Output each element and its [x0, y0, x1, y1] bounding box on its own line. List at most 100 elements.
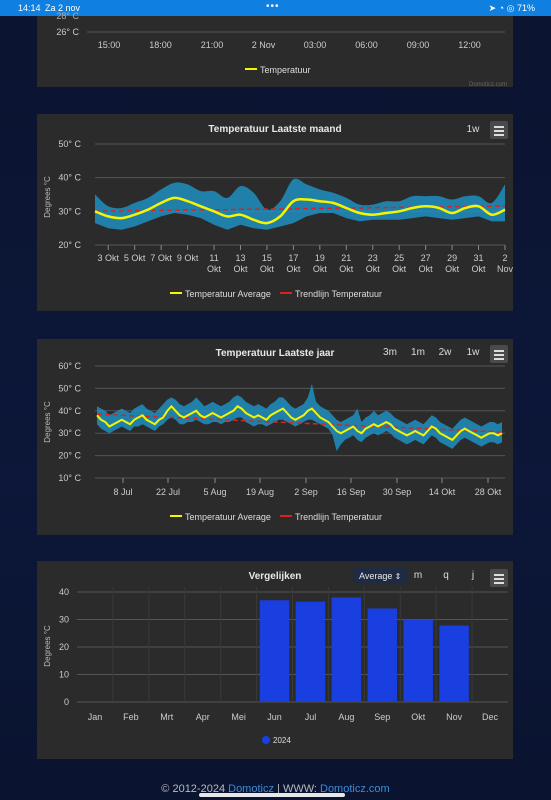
x-tick-label: 11: [209, 253, 218, 263]
legend-swatch-2024: [262, 736, 270, 744]
multitask-dots[interactable]: •••: [266, 1, 280, 12]
x-tick-label: Okt: [207, 264, 222, 274]
aggregate-select[interactable]: [353, 568, 407, 583]
x-tick-label: 17: [288, 253, 298, 263]
hamburger-menu-icon[interactable]: [490, 345, 508, 363]
x-tick-label: 23: [368, 253, 378, 263]
x-tick-label: Sep: [374, 712, 390, 722]
range-button-j[interactable]: j: [471, 570, 474, 581]
range-button-1m[interactable]: 1m: [411, 347, 425, 358]
x-tick-label: Okt: [233, 264, 248, 274]
footer-brand[interactable]: Domoticz: [228, 783, 274, 795]
aggregate-select-value[interactable]: Average: [359, 571, 392, 581]
y-tick-label: 20° C: [58, 451, 81, 461]
y-tick-label: 30° C: [58, 206, 81, 216]
range-button-3m[interactable]: 3m: [383, 347, 397, 358]
legend-trend[interactable]: Trendlijn Temperatuur: [295, 289, 382, 299]
year-chart: Temperatuur Laatste jaar 3m 1m 2w 1w Degree…: [43, 347, 505, 522]
x-tick-label: Okt: [419, 264, 434, 274]
y-axis-label: Degrees °C: [43, 401, 52, 443]
x-tick-label: 27: [421, 253, 431, 263]
page-footer: © 2012-2024 Domoticz | WWW: Domoticz.com: [0, 783, 551, 795]
x-tick-label: Feb: [123, 712, 139, 722]
range-button-1w[interactable]: 1w: [467, 347, 481, 358]
x-tick-label: 18:00: [149, 40, 172, 50]
y-tick-label: 40° C: [58, 406, 81, 416]
chart-title: Vergelijken: [249, 571, 302, 582]
footer-link[interactable]: Domoticz.com: [320, 783, 390, 795]
x-tick-label: 21: [341, 253, 351, 263]
y-tick-label: 40° C: [58, 173, 81, 183]
x-tick-label: 28 Okt: [475, 487, 502, 497]
bar-jul: [295, 601, 326, 702]
x-tick-label: Jul: [305, 712, 317, 722]
y-axis-label: Degrees °C: [43, 176, 52, 218]
day-chart-panel: 28° C 26° C 15:00 18:00 21:00 2 Nov 03:00 06:…: [37, 11, 513, 88]
range-button-m[interactable]: m: [414, 570, 422, 581]
x-tick-label: 19 Aug: [246, 487, 274, 497]
compare-chart: Vergelijken Average ⇕ m q j Degrees °C 40 3…: [43, 568, 508, 745]
x-tick-label: 06:00: [355, 40, 378, 50]
y-tick-26: 26° C: [56, 27, 79, 37]
x-tick-label: 25: [394, 253, 404, 263]
average-line: [94, 196, 506, 225]
x-tick-label: 09:00: [407, 40, 430, 50]
y-tick-label: 40: [59, 587, 69, 597]
x-tick-label: Apr: [196, 712, 210, 722]
status-date: Za 2 nov: [45, 3, 81, 13]
bar-nov: [439, 625, 469, 702]
y-tick-label: 60° C: [58, 361, 81, 371]
y-axis-label: Degrees °C: [43, 625, 52, 667]
x-tick-label: 3 Okt: [97, 253, 119, 263]
compare-chart-panel: Vergelijken Average ⇕ m q j Degrees °C 40 3…: [37, 561, 513, 759]
bar-sep: [367, 608, 398, 702]
y-tick-label: 10: [59, 670, 69, 680]
hamburger-menu-icon[interactable]: [490, 569, 508, 587]
month-chart: Temperatuur Laatste maand 1w Degrees °C …: [43, 124, 514, 299]
x-tick-label: 30 Sep: [383, 487, 412, 497]
legend-temperatuur[interactable]: Temperatuur: [260, 65, 311, 75]
x-tick-label: 19: [315, 253, 325, 263]
month-chart-panel: Temperatuur Laatste maand 1w Degrees °C …: [37, 114, 513, 311]
y-tick-label: 0: [64, 697, 69, 707]
x-tick-label: Mrt: [160, 712, 173, 722]
year-chart-panel: Temperatuur Laatste jaar 3m 1m 2w 1w Degree…: [37, 339, 513, 535]
x-tick-label: 12:00: [458, 40, 481, 50]
legend-avg[interactable]: Temperatuur Average: [185, 289, 271, 299]
y-tick-label: 50° C: [58, 139, 81, 149]
x-tick-label: 16 Sep: [337, 487, 366, 497]
y-tick-label: 50° C: [58, 383, 81, 393]
x-tick-label: Okt: [445, 264, 460, 274]
min-max-band: [95, 178, 505, 230]
chevron-updown-icon: ⇕: [395, 572, 402, 581]
bar-okt: [403, 619, 433, 702]
y-tick-label: 10° C: [58, 473, 81, 483]
legend-trend[interactable]: Trendlijn Temperatuur: [295, 512, 382, 522]
range-button-2w[interactable]: 2w: [439, 347, 453, 358]
status-time: 14:14: [18, 3, 41, 13]
credit[interactable]: Domoticz.com: [469, 82, 507, 88]
footer-prefix: © 2012-2024: [161, 783, 229, 795]
x-tick-label: Okt: [339, 264, 354, 274]
x-tick-label: Jun: [267, 712, 282, 722]
x-tick-label: 5 Okt: [124, 253, 146, 263]
x-tick-label: Okt: [366, 264, 381, 274]
legend-avg[interactable]: Temperatuur Average: [185, 512, 271, 522]
home-indicator[interactable]: [199, 793, 345, 797]
y-tick-label: 20: [59, 642, 69, 652]
legend-2024[interactable]: 2024: [273, 736, 291, 745]
x-tick-label: 22 Jul: [156, 487, 180, 497]
x-tick-label: 13: [235, 253, 245, 263]
range-button-q[interactable]: q: [443, 570, 449, 581]
hamburger-menu-icon[interactable]: [490, 121, 508, 139]
x-tick-label: 8 Jul: [113, 487, 132, 497]
x-tick-label: Nov: [497, 264, 514, 274]
x-tick-label: 2 Sep: [294, 487, 318, 497]
x-tick-label: 15:00: [98, 40, 121, 50]
range-button-1w[interactable]: 1w: [467, 124, 481, 135]
y-tick-partial: 28° C: [56, 11, 79, 21]
x-tick-label: Okt: [411, 712, 426, 722]
bar-jun: [259, 600, 290, 702]
trend-line: [94, 205, 506, 213]
x-tick-label: Nov: [446, 712, 463, 722]
